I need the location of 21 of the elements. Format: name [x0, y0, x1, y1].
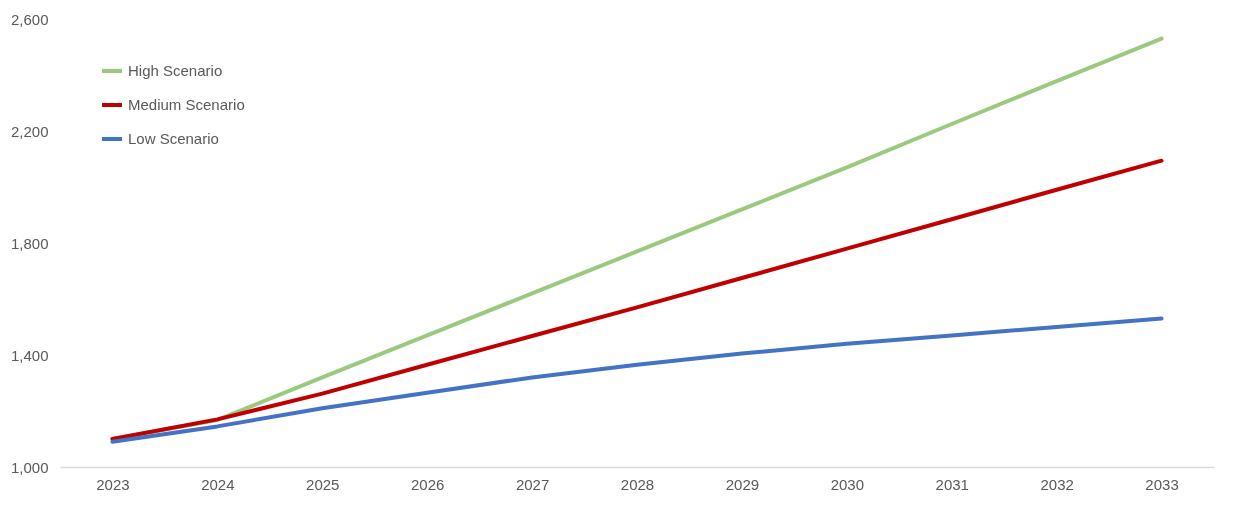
x-tick-label: 2032: [1040, 475, 1074, 493]
x-tick-label: 2024: [201, 475, 235, 493]
y-tick-label: 1,000: [10, 458, 49, 476]
y-tick-label: 2,200: [10, 122, 49, 140]
y-tick-label: 1,400: [10, 346, 49, 364]
x-tick-label: 2027: [515, 475, 550, 493]
x-tick-label: 2033: [1145, 475, 1179, 493]
line-series: [110, 158, 1164, 441]
legend-label: Low Scenario: [128, 130, 219, 147]
legend-label: Medium Scenario: [128, 96, 245, 113]
x-tick-label: 2023: [96, 475, 130, 493]
x-tick-label: 2025: [306, 475, 340, 493]
x-tick-label: 2031: [935, 475, 969, 493]
x-tick-label: 2028: [620, 475, 655, 493]
x-tick-label: 2030: [830, 475, 865, 493]
x-tick-label: 2029: [725, 475, 760, 493]
y-tick-label: 2,600: [10, 10, 49, 28]
legend-label: High Scenario: [128, 62, 223, 79]
x-tick-label: 2026: [410, 475, 445, 493]
y-tick-label: 1,800: [10, 234, 49, 252]
line-series: [110, 316, 1164, 444]
